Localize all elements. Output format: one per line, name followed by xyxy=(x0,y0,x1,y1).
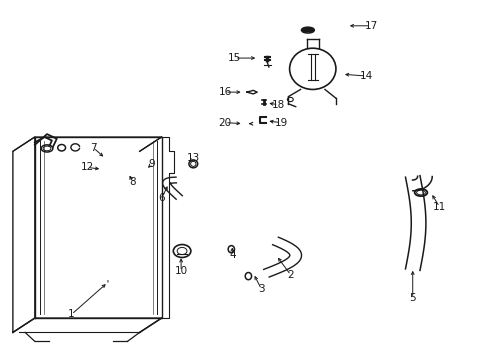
Text: 12: 12 xyxy=(81,162,94,172)
Text: 3: 3 xyxy=(258,284,264,294)
Text: 6: 6 xyxy=(158,193,164,203)
Text: 17: 17 xyxy=(364,21,377,31)
Text: 19: 19 xyxy=(274,118,287,128)
Text: 16: 16 xyxy=(218,87,231,97)
Text: 2: 2 xyxy=(287,270,294,280)
Text: 15: 15 xyxy=(228,53,241,63)
Text: 11: 11 xyxy=(432,202,445,212)
Text: 4: 4 xyxy=(228,250,235,260)
Text: 18: 18 xyxy=(271,100,285,110)
Text: 9: 9 xyxy=(148,159,155,169)
Text: 8: 8 xyxy=(129,177,135,187)
Text: 14: 14 xyxy=(359,71,372,81)
Text: 20: 20 xyxy=(218,118,231,128)
Text: 7: 7 xyxy=(90,143,97,153)
Text: 10: 10 xyxy=(174,266,187,276)
Text: 13: 13 xyxy=(186,153,200,163)
Text: 1: 1 xyxy=(68,310,75,319)
Text: 5: 5 xyxy=(408,293,415,303)
